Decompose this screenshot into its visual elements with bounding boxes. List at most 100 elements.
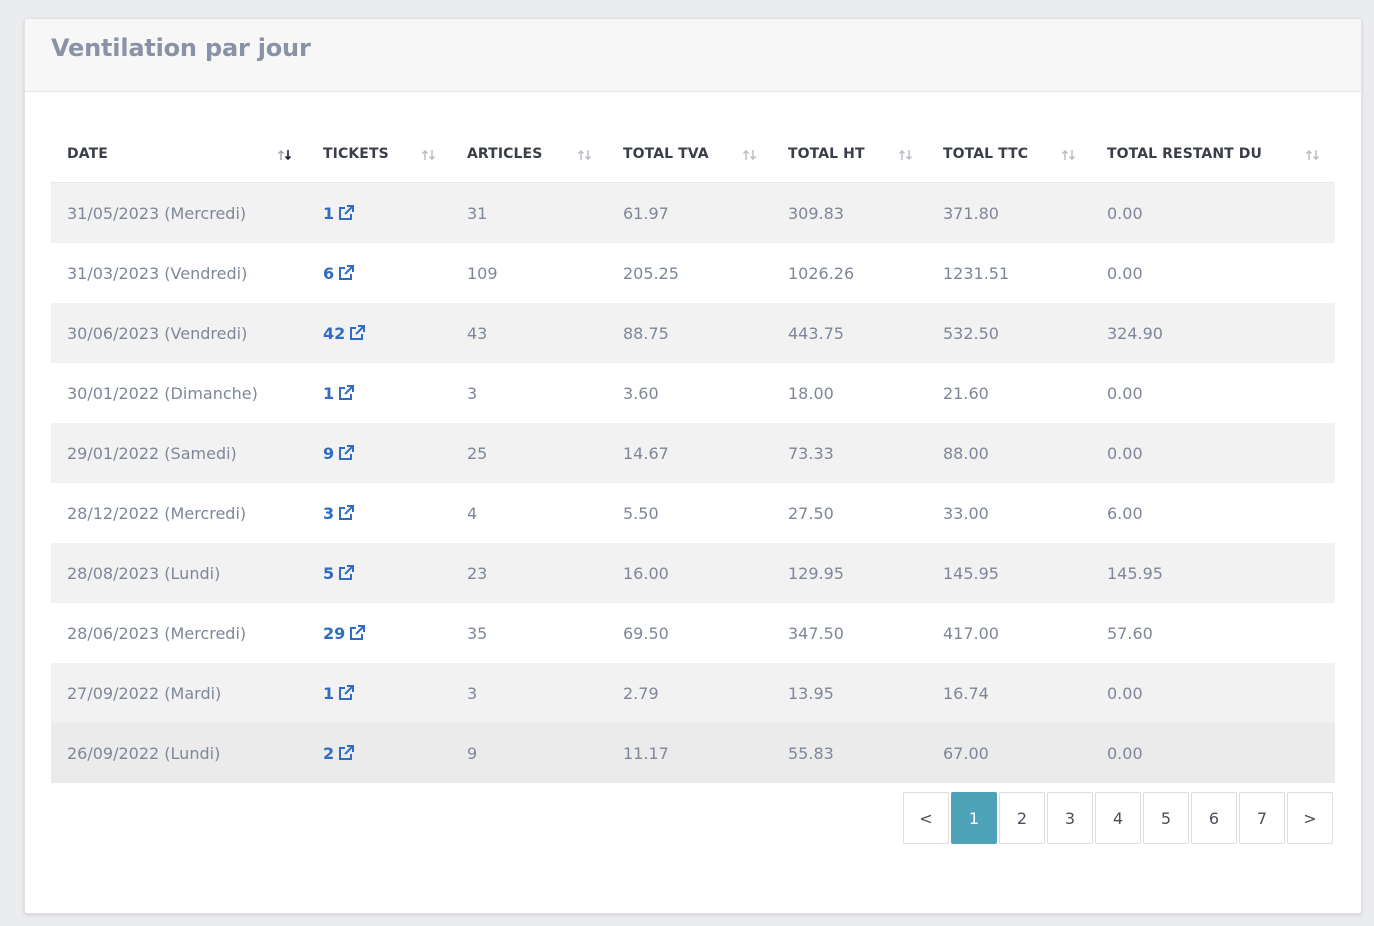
pagination: < 1 2 3 4 5 6 7 >: [901, 792, 1333, 844]
cell-total-restant-du: 0.00: [1107, 743, 1143, 763]
previous-page-button[interactable]: <: [903, 792, 949, 844]
tickets-link[interactable]: 1: [323, 384, 355, 403]
external-link-icon: [339, 445, 355, 460]
page-button-4[interactable]: 4: [1095, 792, 1141, 844]
cell-total-tva: 11.17: [623, 743, 669, 763]
column-header-total-ht[interactable]: TOTAL HT: [772, 125, 927, 183]
tickets-count: 3: [323, 503, 335, 523]
cell-date: 27/09/2022 (Mardi): [67, 683, 222, 703]
column-header-date[interactable]: DATE: [51, 125, 307, 183]
cell-articles: 25: [467, 443, 488, 463]
tickets-count: 9: [323, 443, 335, 463]
sort-both-icon[interactable]: [1061, 147, 1077, 163]
cell-date: 28/12/2022 (Mercredi): [67, 503, 247, 523]
panel-title: Ventilation par jour: [51, 34, 311, 62]
table-body: 31/05/2023 (Mercredi) 1 31 61.97 309.83 …: [51, 183, 1335, 783]
cell-total-restant-du: 0.00: [1107, 383, 1143, 403]
tickets-link[interactable]: 5: [323, 564, 355, 583]
tickets-link[interactable]: 1: [323, 684, 355, 703]
page-button-1[interactable]: 1: [951, 792, 997, 844]
column-header-label: TOTAL RESTANT DU: [1107, 145, 1262, 162]
cell-total-tva: 205.25: [623, 263, 679, 283]
cell-total-restant-du: 6.00: [1107, 503, 1143, 523]
cell-date: 26/09/2022 (Lundi): [67, 743, 221, 763]
page-button-3[interactable]: 3: [1047, 792, 1093, 844]
column-header-label: TOTAL TVA: [623, 145, 709, 162]
sort-both-icon[interactable]: [421, 147, 437, 163]
page-button-5[interactable]: 5: [1143, 792, 1189, 844]
cell-date: 29/01/2022 (Samedi): [67, 443, 237, 463]
sort-descending-icon[interactable]: [277, 147, 293, 163]
cell-total-ttc: 88.00: [943, 443, 989, 463]
cell-total-ttc: 1231.51: [943, 263, 1010, 283]
next-page-button[interactable]: >: [1287, 792, 1333, 844]
cell-total-restant-du: 0.00: [1107, 443, 1143, 463]
column-header-label: TOTAL HT: [788, 145, 865, 162]
cell-total-ht: 443.75: [788, 323, 844, 343]
cell-articles: 23: [467, 563, 488, 583]
external-link-icon: [339, 745, 355, 760]
column-header-tickets[interactable]: TICKETS: [307, 125, 451, 183]
cell-total-tva: 14.67: [623, 443, 669, 463]
external-link-icon: [339, 205, 355, 220]
tickets-link[interactable]: 29: [323, 624, 366, 643]
external-link-icon: [339, 385, 355, 400]
cell-total-tva: 69.50: [623, 623, 669, 643]
tickets-link[interactable]: 9: [323, 444, 355, 463]
panel-header: Ventilation par jour: [25, 19, 1361, 92]
cell-date: 31/05/2023 (Mercredi): [67, 203, 247, 223]
cell-tickets: 6: [307, 264, 451, 283]
page-button-7[interactable]: 7: [1239, 792, 1285, 844]
cell-total-restant-du: 145.95: [1107, 563, 1163, 583]
tickets-link[interactable]: 2: [323, 744, 355, 763]
sort-both-icon[interactable]: [577, 147, 593, 163]
tickets-count: 5: [323, 563, 335, 583]
sort-both-icon[interactable]: [898, 147, 914, 163]
cell-date: 28/06/2023 (Mercredi): [67, 623, 247, 643]
column-header-total-tva[interactable]: TOTAL TVA: [607, 125, 772, 183]
column-header-label: TOTAL TTC: [943, 145, 1029, 162]
column-header-label: ARTICLES: [467, 145, 543, 162]
cell-tickets: 1: [307, 384, 451, 403]
cell-articles: 109: [467, 263, 498, 283]
table-row: 31/05/2023 (Mercredi) 1 31 61.97 309.83 …: [51, 183, 1335, 243]
cell-date: 28/08/2023 (Lundi): [67, 563, 221, 583]
table-row: 28/06/2023 (Mercredi) 29 35 69.50 347.50…: [51, 603, 1335, 663]
sort-both-icon[interactable]: [742, 147, 758, 163]
cell-total-ht: 18.00: [788, 383, 834, 403]
column-header-label: DATE: [67, 145, 108, 162]
tickets-link[interactable]: 42: [323, 324, 366, 343]
cell-total-tva: 88.75: [623, 323, 669, 343]
cell-articles: 35: [467, 623, 488, 643]
cell-tickets: 1: [307, 684, 451, 703]
column-header-articles[interactable]: ARTICLES: [451, 125, 607, 183]
table-row: 30/06/2023 (Vendredi) 42 43 88.75 443.75…: [51, 303, 1335, 363]
cell-total-tva: 16.00: [623, 563, 669, 583]
cell-total-tva: 2.79: [623, 683, 659, 703]
cell-articles: 43: [467, 323, 488, 343]
tickets-link[interactable]: 6: [323, 264, 355, 283]
column-header-total-restant-du[interactable]: TOTAL RESTANT DU: [1091, 125, 1335, 183]
cell-total-tva: 3.60: [623, 383, 659, 403]
external-link-icon: [350, 625, 366, 640]
page-button-2[interactable]: 2: [999, 792, 1045, 844]
cell-articles: 3: [467, 383, 478, 403]
cell-tickets: 29: [307, 624, 451, 643]
ventilation-panel: Ventilation par jour DATE TICKETS ARTICL…: [24, 18, 1362, 914]
cell-total-tva: 5.50: [623, 503, 659, 523]
table-row: 27/09/2022 (Mardi) 1 3 2.79 13.95 16.74 …: [51, 663, 1335, 723]
cell-articles: 4: [467, 503, 478, 523]
page-button-6[interactable]: 6: [1191, 792, 1237, 844]
cell-total-restant-du: 0.00: [1107, 683, 1143, 703]
column-header-label: TICKETS: [323, 145, 389, 162]
cell-total-ttc: 67.00: [943, 743, 989, 763]
sort-both-icon[interactable]: [1305, 147, 1321, 163]
column-header-total-ttc[interactable]: TOTAL TTC: [927, 125, 1091, 183]
cell-tickets: 2: [307, 744, 451, 763]
cell-total-ttc: 21.60: [943, 383, 989, 403]
tickets-link[interactable]: 3: [323, 504, 355, 523]
tickets-link[interactable]: 1: [323, 204, 355, 223]
external-link-icon: [339, 685, 355, 700]
cell-articles: 3: [467, 683, 478, 703]
cell-tickets: 9: [307, 444, 451, 463]
